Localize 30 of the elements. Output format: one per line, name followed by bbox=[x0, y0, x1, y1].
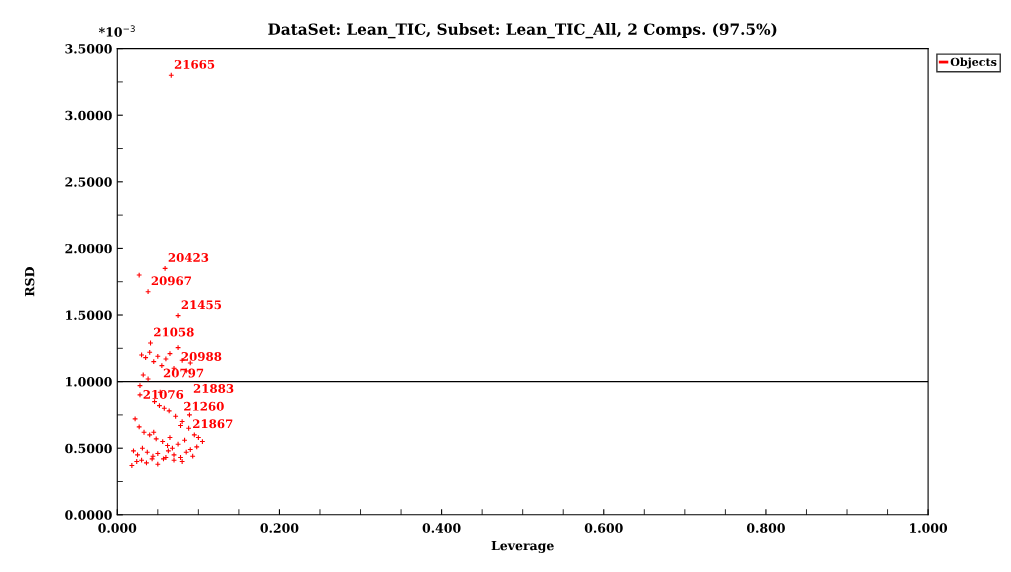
annotation: 20797 bbox=[163, 368, 204, 378]
annotation: 21883 bbox=[193, 384, 234, 393]
y-tick-label: 1.5000 bbox=[66, 310, 112, 320]
annotation: 21455 bbox=[181, 300, 222, 310]
y-tick-label: 3.5000 bbox=[65, 44, 112, 54]
annotation: 20423 bbox=[168, 253, 209, 262]
x-tick-label: 0.800 bbox=[746, 523, 785, 533]
annotation: 20988 bbox=[181, 352, 222, 361]
x-tick-label: 1.000 bbox=[910, 523, 948, 533]
y-axis-title: RSD bbox=[24, 267, 35, 297]
y-tick-label: 2.0000 bbox=[65, 243, 112, 254]
annotation: 21076 bbox=[143, 389, 184, 399]
annotation: 21867 bbox=[193, 419, 233, 429]
annotation: 21665 bbox=[174, 59, 215, 69]
x-axis-title: Leverage bbox=[491, 540, 554, 553]
legend-label: Objects bbox=[950, 57, 997, 69]
annotation: 21058 bbox=[154, 327, 194, 337]
annotation: 20967 bbox=[151, 276, 191, 286]
y-tick-label: 0.5000 bbox=[65, 443, 112, 454]
x-tick-label: 0.000 bbox=[98, 523, 137, 533]
x-tick-label: 0.200 bbox=[260, 523, 299, 533]
y-tick-label: 2.5000 bbox=[65, 177, 112, 187]
y-tick-label: 3.0000 bbox=[65, 110, 112, 121]
x-tick-label: 0.600 bbox=[584, 523, 623, 533]
text: *10$^{−3}$ bbox=[98, 25, 135, 37]
x-tick-label: 0.400 bbox=[422, 523, 461, 533]
y-tick-label: 0.0000 bbox=[65, 510, 112, 520]
annotation: 21260 bbox=[184, 401, 224, 411]
y-tick-label: 1.0000 bbox=[66, 377, 112, 387]
chart-title: DataSet: Lean_TIC, Subset: Lean_TIC_All, 2 Comps. (97.5%) bbox=[268, 23, 777, 39]
